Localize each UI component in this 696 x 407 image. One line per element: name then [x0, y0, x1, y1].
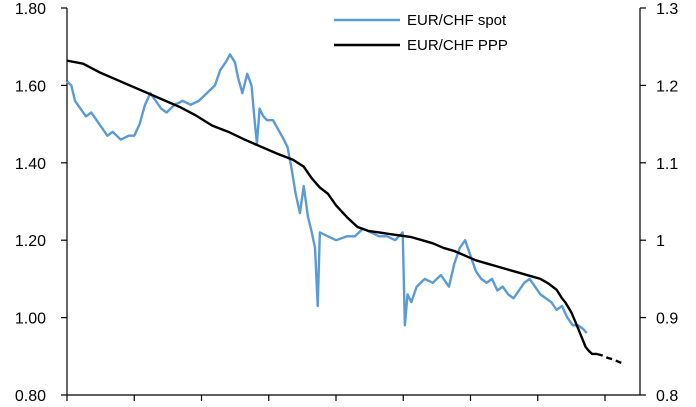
series-line-eur-chf-ppp-projection — [596, 352, 623, 365]
y-left-tick-label: 1.40 — [15, 156, 46, 173]
series-layer — [66, 53, 623, 365]
series-line-eur-chf-ppp — [66, 59, 597, 356]
y-left-tick-label: 0.80 — [15, 388, 46, 402]
y-right-tick-label: 1.2 — [656, 78, 678, 95]
y-right-tick-label: 1.1 — [656, 156, 678, 173]
series-line-eur-chf-spot — [66, 53, 588, 334]
y-right-tick-label: 0.8 — [656, 388, 678, 402]
y-right-tick-label: 1 — [656, 233, 665, 250]
y-left-tick-label: 1.60 — [15, 78, 46, 95]
legend-label: EUR/CHF spot — [407, 12, 507, 29]
y-left-tick-label: 1.80 — [15, 1, 46, 18]
y-left-tick-label: 1.20 — [15, 233, 46, 250]
y-right-tick-label: 0.9 — [656, 311, 678, 328]
legend: EUR/CHF spot EUR/CHF PPP — [334, 12, 508, 54]
y-left-tick-label: 1.00 — [15, 311, 46, 328]
legend-label: EUR/CHF PPP — [407, 37, 508, 54]
y-right-tick-label: 1.3 — [656, 1, 678, 18]
axes-layer: 0.80 1.00 1.20 1.40 1.60 1.80 0.8 0.9 1 1.1 1.2 1.3 — [15, 1, 678, 405]
